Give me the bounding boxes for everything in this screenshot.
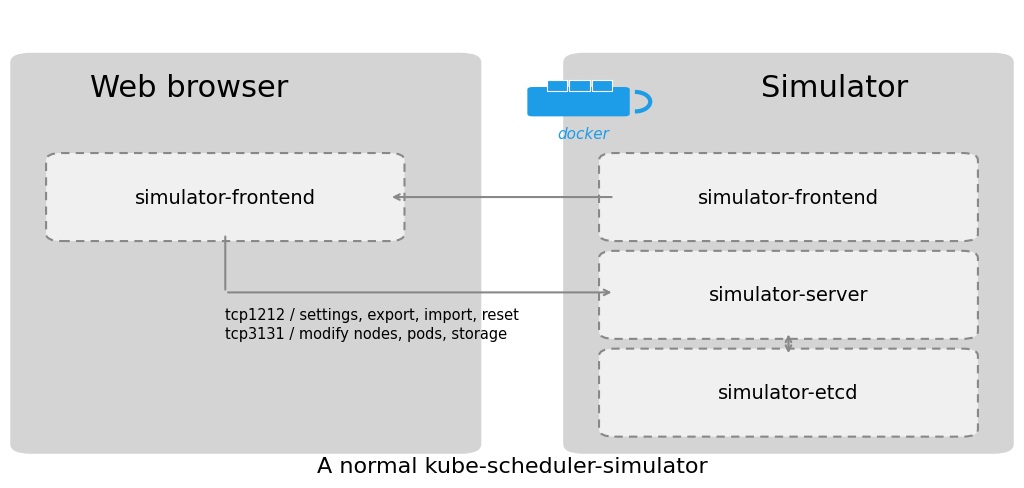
Text: A normal kube-scheduler-simulator: A normal kube-scheduler-simulator <box>316 456 708 476</box>
FancyBboxPatch shape <box>599 349 978 437</box>
Text: tcp1212 / settings, export, import, reset: tcp1212 / settings, export, import, rese… <box>225 307 519 322</box>
FancyBboxPatch shape <box>46 154 404 242</box>
Text: Simulator: Simulator <box>761 73 908 102</box>
FancyBboxPatch shape <box>599 251 978 339</box>
Text: simulator-frontend: simulator-frontend <box>135 188 315 207</box>
FancyBboxPatch shape <box>592 81 612 92</box>
Text: simulator-server: simulator-server <box>709 286 868 305</box>
Text: tcp3131 / modify nodes, pods, storage: tcp3131 / modify nodes, pods, storage <box>225 327 508 342</box>
FancyBboxPatch shape <box>10 54 481 454</box>
FancyBboxPatch shape <box>599 154 978 242</box>
Text: simulator-frontend: simulator-frontend <box>698 188 879 207</box>
FancyBboxPatch shape <box>569 81 590 92</box>
Text: docker: docker <box>558 127 609 142</box>
Text: simulator-etcd: simulator-etcd <box>718 384 859 402</box>
FancyBboxPatch shape <box>547 81 567 92</box>
Text: Web browser: Web browser <box>90 73 289 102</box>
FancyBboxPatch shape <box>527 88 630 117</box>
FancyBboxPatch shape <box>563 54 1014 454</box>
